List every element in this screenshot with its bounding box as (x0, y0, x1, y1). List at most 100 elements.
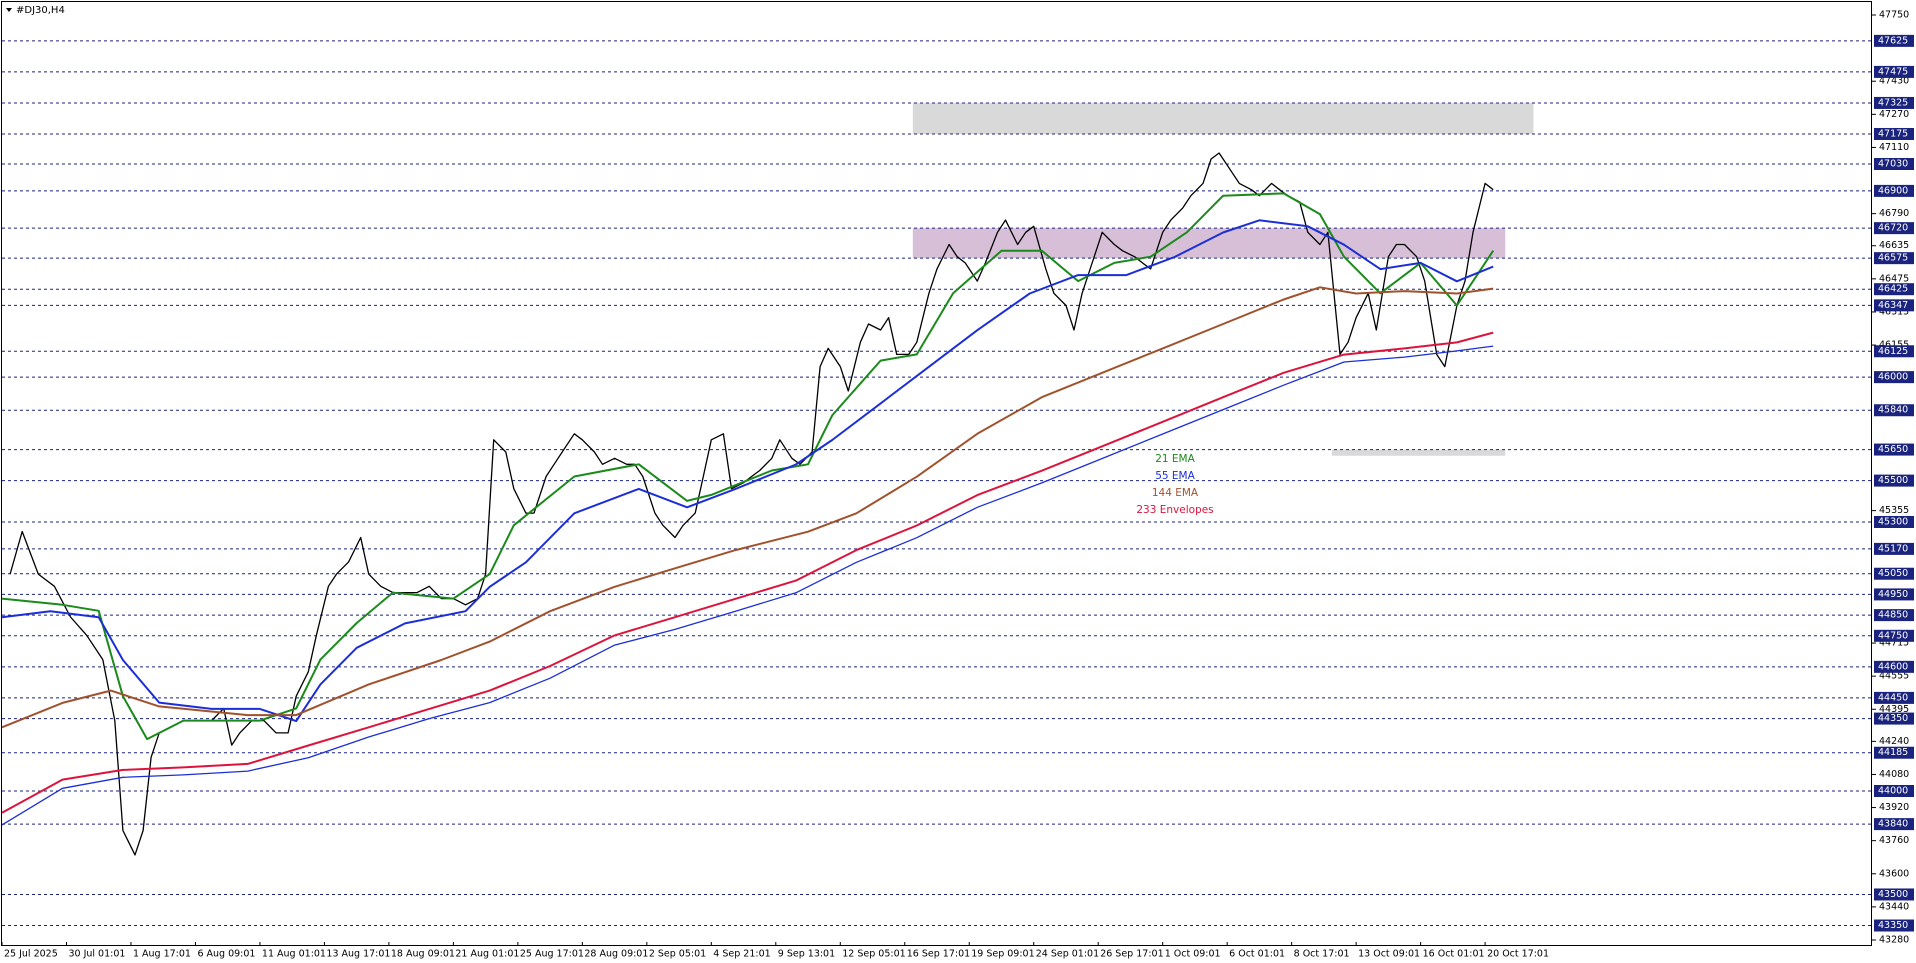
level-label-box (1874, 919, 1914, 932)
x-tick-label: 1 Oct 09:01 (1165, 949, 1221, 960)
level-label: 47475 (1878, 66, 1908, 77)
level-label-box (1874, 371, 1914, 384)
level-label-box (1874, 404, 1914, 417)
level-label: 44185 (1878, 747, 1908, 758)
level-label-box (1874, 474, 1914, 487)
y-tick-label: 43440 (1879, 901, 1909, 912)
level-label-box (1874, 184, 1914, 197)
level-label-box (1874, 588, 1914, 601)
level-label-box (1874, 746, 1914, 759)
level-label: 45300 (1878, 516, 1908, 527)
x-tick-label: 21 Aug 01:01 (455, 949, 519, 960)
indicator-line (1, 219, 1494, 723)
y-tick-label: 46790 (1879, 208, 1909, 219)
y-tick-label: 44715 (1879, 638, 1909, 649)
x-tick-label: 6 Oct 01:01 (1229, 949, 1285, 960)
level-label-box (1874, 712, 1914, 725)
x-tick-label: 11 Aug 01:01 (262, 949, 326, 960)
level-label: 43840 (1878, 819, 1908, 830)
zone (912, 102, 1534, 134)
level-label: 44850 (1878, 610, 1908, 621)
level-label: 43500 (1878, 889, 1908, 900)
level-label-box (1874, 65, 1914, 78)
y-tick-label: 43600 (1879, 868, 1909, 879)
level-label-box (1874, 252, 1914, 265)
x-tick-label: 25 Aug 17:01 (520, 949, 584, 960)
legend-label: 144 EMA (1152, 487, 1199, 499)
x-tick-label: 9 Sep 13:01 (778, 949, 835, 960)
level-label: 47625 (1878, 35, 1908, 46)
level-label-box (1874, 691, 1914, 704)
level-label-box (1874, 888, 1914, 901)
level-label-box (1874, 515, 1914, 528)
y-tick-label: 47750 (1879, 10, 1909, 21)
level-label: 46720 (1878, 223, 1908, 234)
level-label-box (1874, 222, 1914, 235)
level-label: 44750 (1878, 630, 1908, 641)
menu-arrow[interactable] (6, 8, 12, 12)
level-label: 46000 (1878, 372, 1908, 383)
level-label: 46425 (1878, 284, 1908, 295)
x-tick-label: 25 Jul 2025 (4, 949, 58, 960)
y-tick-label: 45355 (1879, 505, 1909, 516)
y-tick-label: 44395 (1879, 704, 1909, 715)
level-label-box (1874, 127, 1914, 140)
x-tick-label: 13 Aug 17:01 (326, 949, 390, 960)
level-label: 45500 (1878, 475, 1908, 486)
zone (1331, 449, 1506, 456)
y-tick-label: 46475 (1879, 273, 1909, 284)
x-tick-label: 16 Oct 01:01 (1423, 949, 1485, 960)
level-label: 45050 (1878, 568, 1908, 579)
level-label-box (1874, 660, 1914, 673)
x-tick-label: 19 Sep 09:01 (971, 949, 1034, 960)
level-label: 46900 (1878, 185, 1908, 196)
legend-label: 21 EMA (1155, 453, 1195, 465)
level-label: 45650 (1878, 444, 1908, 455)
level-label-box (1874, 299, 1914, 312)
level-label-box (1874, 96, 1914, 109)
y-tick-label: 44240 (1879, 736, 1909, 747)
x-tick-label: 30 Jul 01:01 (68, 949, 125, 960)
level-label-box (1874, 542, 1914, 555)
level-label-box (1874, 629, 1914, 642)
x-tick-label: 12 Sep 05:01 (842, 949, 905, 960)
level-label: 47325 (1878, 97, 1908, 108)
level-label-box (1874, 609, 1914, 622)
level-label-box (1874, 34, 1914, 47)
legend: 21 EMA 55 EMA 144 EMA 233 Envelopes (1136, 453, 1213, 516)
level-label: 43350 (1878, 920, 1908, 931)
level-label: 44000 (1878, 786, 1908, 797)
legend-label: 233 Envelopes (1136, 504, 1213, 516)
axes: 47750 47430 47270 47110 46790 46635 46475 46315… (1, 10, 1914, 960)
indicator-line (1, 286, 1494, 729)
x-tick-label: 6 Aug 09:01 (197, 949, 255, 960)
y-tick-label: 47110 (1879, 142, 1909, 153)
level-label: 47030 (1878, 158, 1908, 169)
x-tick-label: 1 Aug 17:01 (133, 949, 191, 960)
level-label: 44450 (1878, 692, 1908, 703)
level-label: 46125 (1878, 346, 1908, 357)
x-tick-label: 24 Sep 01:01 (1036, 949, 1099, 960)
level-label-box (1874, 345, 1914, 358)
indicator-line (1, 331, 1494, 814)
x-tick-label: 4 Sep 21:01 (713, 949, 770, 960)
x-tick-label: 13 Oct 09:01 (1358, 949, 1420, 960)
price-line (9, 152, 1494, 856)
plot-frame (1, 1, 1872, 946)
level-label: 45840 (1878, 405, 1908, 416)
y-tick-label: 46635 (1879, 240, 1909, 251)
price-line (1, 345, 1494, 826)
y-tick-label: 43920 (1879, 802, 1909, 813)
y-tick-label: 46315 (1879, 306, 1909, 317)
x-tick-label: 28 Aug 09:01 (584, 949, 648, 960)
x-tick-label: 8 Oct 17:01 (1294, 949, 1350, 960)
y-tick-label: 43760 (1879, 835, 1909, 846)
level-label-box (1874, 818, 1914, 831)
level-label-box (1874, 567, 1914, 580)
level-label: 44950 (1878, 589, 1908, 600)
indicator-line (1, 192, 1495, 741)
x-tick-label: 26 Sep 17:01 (1100, 949, 1163, 960)
